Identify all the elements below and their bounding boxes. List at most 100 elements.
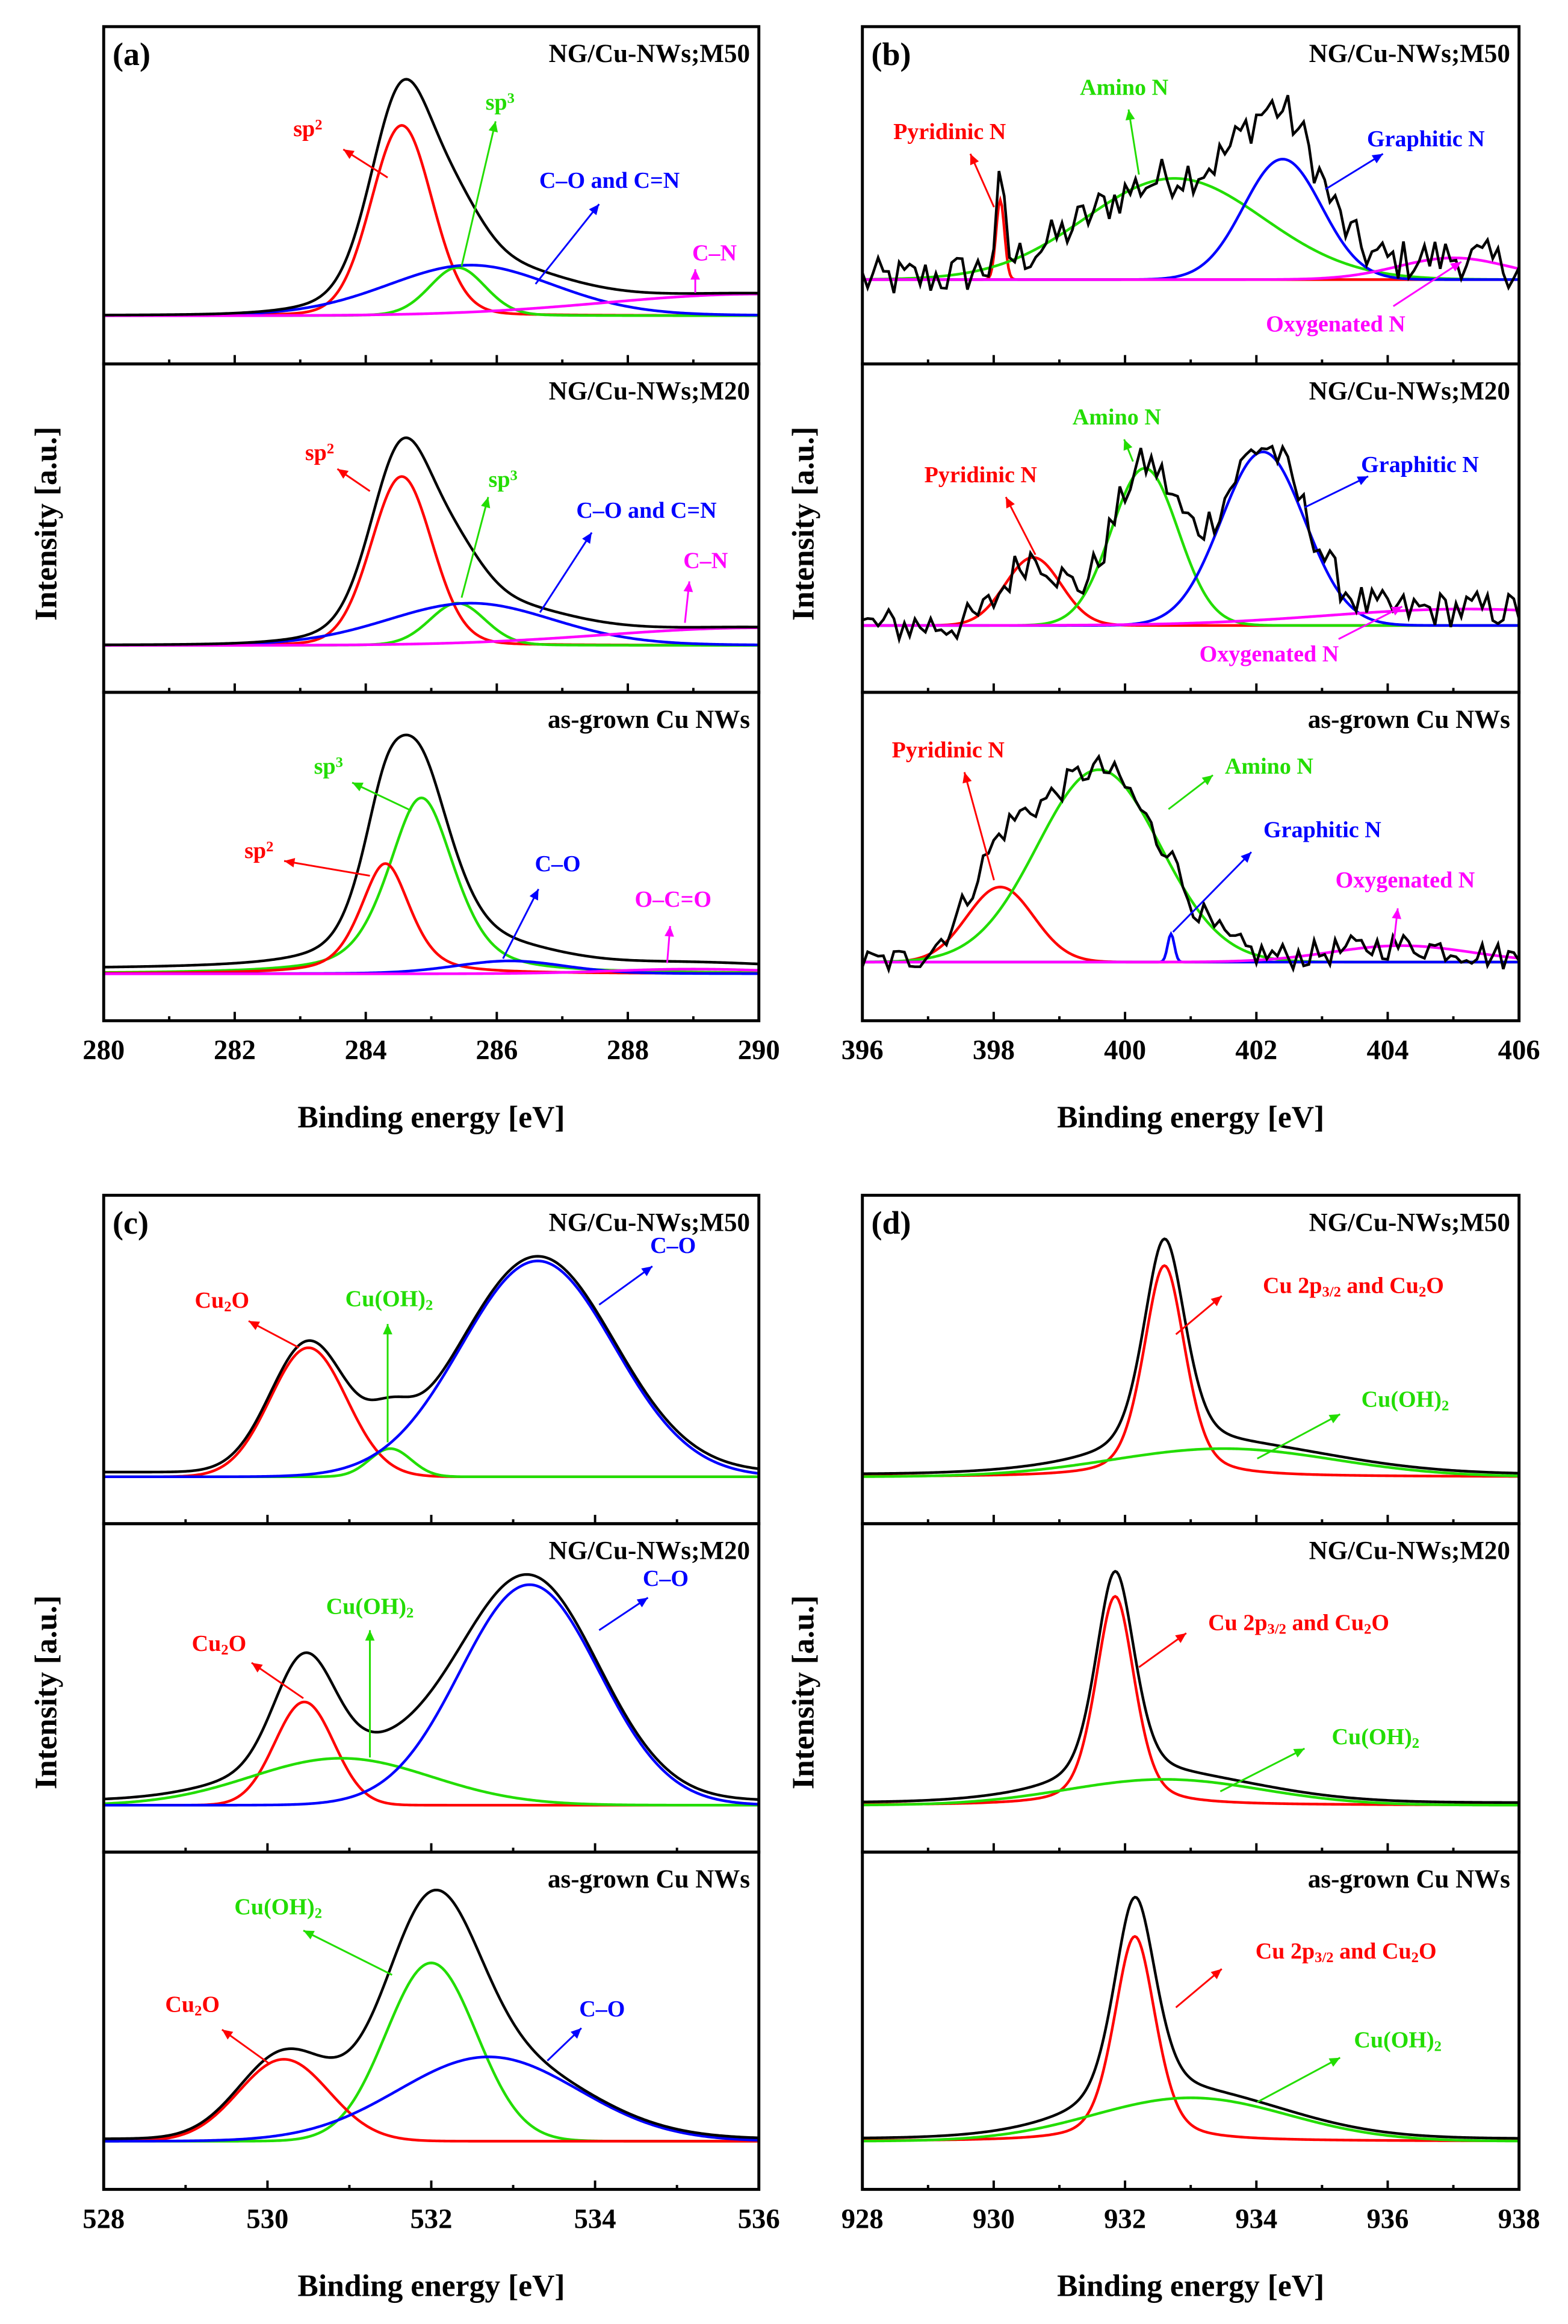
annotation-label: Cu2O bbox=[165, 1992, 220, 2019]
annotation-arrow-line bbox=[1219, 1747, 1306, 1792]
component-curve-cu-oh-2 bbox=[862, 1778, 1519, 1807]
label-part: sp bbox=[305, 440, 327, 465]
component-curve-sp3 bbox=[104, 796, 759, 974]
annotation: Cu(OH)2 bbox=[234, 1894, 393, 1976]
label-part: Pyridinic N bbox=[893, 119, 1006, 144]
arrow-head-icon bbox=[970, 154, 979, 166]
label-part: Cu(OH) bbox=[1362, 1387, 1442, 1412]
annotation: C–O bbox=[502, 851, 581, 959]
component-curve-cu-oh-2 bbox=[104, 1757, 759, 1807]
annotation-label: C–N bbox=[692, 240, 737, 266]
panel-b: NG/Cu-NWs;M50 Pyridinic N Amino N Graphitic… bbox=[787, 25, 1540, 1134]
envelope-curve bbox=[104, 78, 759, 317]
annotation-label: Amino N bbox=[1225, 754, 1313, 779]
component-curve-cu-oh-2 bbox=[862, 2096, 1519, 2143]
label-part: 2 bbox=[406, 1605, 414, 1621]
annotation-arrow-line bbox=[460, 121, 497, 267]
annotation-arrow-line bbox=[963, 772, 995, 881]
component-curve-c-o-and-c-n bbox=[104, 601, 759, 647]
annotation: Oxygenated N bbox=[1200, 606, 1403, 666]
annotation-label: C–O bbox=[643, 1566, 689, 1591]
annotation-label: Graphitic N bbox=[1263, 818, 1381, 843]
label-part: C–O bbox=[535, 851, 580, 877]
annotation: sp2 bbox=[244, 838, 370, 877]
annotation: Graphitic N bbox=[1172, 818, 1381, 933]
annotation-label: Cu(OH)2 bbox=[234, 1894, 322, 1921]
annotation-label: sp3 bbox=[489, 467, 518, 492]
annotation: Cu(OH)2 bbox=[1219, 1724, 1419, 1792]
annotation-arrow-line bbox=[1172, 851, 1252, 933]
annotation-label: Graphitic N bbox=[1361, 452, 1479, 477]
annotation: Graphitic N bbox=[1304, 452, 1479, 509]
annotation: Cu(OH)2 bbox=[326, 1594, 414, 1757]
label-part: 2 bbox=[1434, 2039, 1442, 2055]
label-part: Pyridinic N bbox=[925, 462, 1037, 488]
label-part: C–N bbox=[683, 548, 728, 574]
annotation-label: Pyridinic N bbox=[892, 738, 1005, 763]
annotation-label: Pyridinic N bbox=[925, 462, 1037, 488]
component-curve-c-n bbox=[104, 626, 759, 647]
component-curve-amino-n bbox=[862, 467, 1519, 627]
component-curve-c-o bbox=[104, 1583, 759, 1807]
annotation: C–N bbox=[683, 548, 728, 623]
envelope-curve bbox=[104, 1255, 759, 1474]
label-part: 3/2 bbox=[1322, 1284, 1340, 1300]
curves bbox=[104, 436, 759, 647]
annotation-label: Oxygenated N bbox=[1266, 311, 1405, 337]
subplot-title: NG/Cu-NWs;M50 bbox=[1309, 1208, 1510, 1237]
label-part: and Cu bbox=[1341, 1273, 1419, 1298]
label-part: sp bbox=[486, 90, 507, 115]
annotation: Cu 2p3/2 and Cu2O bbox=[1175, 1273, 1444, 1335]
arrow-head-icon bbox=[571, 2028, 581, 2039]
annotation: sp2 bbox=[305, 440, 371, 492]
annotation: sp3 bbox=[460, 467, 518, 598]
label-part: O bbox=[231, 1288, 249, 1313]
x-tick-label: 536 bbox=[738, 2203, 780, 2234]
annotation-label: Cu(OH)2 bbox=[1362, 1387, 1449, 1414]
label-part: Cu(OH) bbox=[346, 1287, 426, 1312]
label-part: O bbox=[1419, 1939, 1437, 1964]
label-part: O bbox=[229, 1631, 247, 1656]
annotation: C–O bbox=[547, 1996, 625, 2061]
annotation-arrow-line bbox=[284, 860, 370, 877]
arrow-head-icon bbox=[1390, 606, 1402, 616]
x-tick-label: 930 bbox=[973, 2203, 1015, 2234]
envelope-curve bbox=[104, 1888, 759, 2140]
annotation: Cu2O bbox=[192, 1631, 304, 1699]
arrow-head-icon bbox=[1357, 476, 1369, 485]
label-part: 2 bbox=[1412, 1735, 1419, 1751]
arrow-head-icon bbox=[641, 1266, 652, 1276]
x-tick-label: 932 bbox=[1104, 2203, 1146, 2234]
arrow-head-icon bbox=[383, 1324, 392, 1335]
arrow-head-icon bbox=[337, 468, 349, 479]
annotation: C–O and C=N bbox=[535, 168, 680, 285]
label-part: Cu bbox=[165, 1992, 194, 2018]
label-part: sp bbox=[489, 467, 510, 492]
annotation-arrow-line bbox=[1127, 109, 1140, 175]
x-tick-label: 938 bbox=[1498, 2203, 1540, 2234]
label-part: 2 bbox=[426, 1297, 433, 1314]
x-tick-label: 534 bbox=[574, 2203, 616, 2234]
annotation: C–O bbox=[598, 1233, 696, 1306]
annotation-label: O–C=O bbox=[634, 887, 711, 912]
annotation-label: Cu(OH)2 bbox=[346, 1287, 433, 1314]
annotation: Pyridinic N bbox=[893, 119, 1006, 208]
curves bbox=[104, 78, 759, 317]
label-part: 2 bbox=[266, 839, 273, 855]
label-part: sp bbox=[293, 116, 315, 141]
curves bbox=[104, 1888, 759, 2143]
x-axis-title: Binding energy [eV] bbox=[1057, 2269, 1324, 2303]
x-tick-label: 290 bbox=[738, 1034, 780, 1066]
annotation: C–O bbox=[598, 1566, 689, 1631]
component-curve-c-n bbox=[104, 293, 759, 317]
x-tick-label: 934 bbox=[1235, 2203, 1277, 2234]
annotation: Cu 2p3/2 and Cu2O bbox=[1138, 1611, 1389, 1668]
annotation-label: sp2 bbox=[244, 838, 273, 863]
